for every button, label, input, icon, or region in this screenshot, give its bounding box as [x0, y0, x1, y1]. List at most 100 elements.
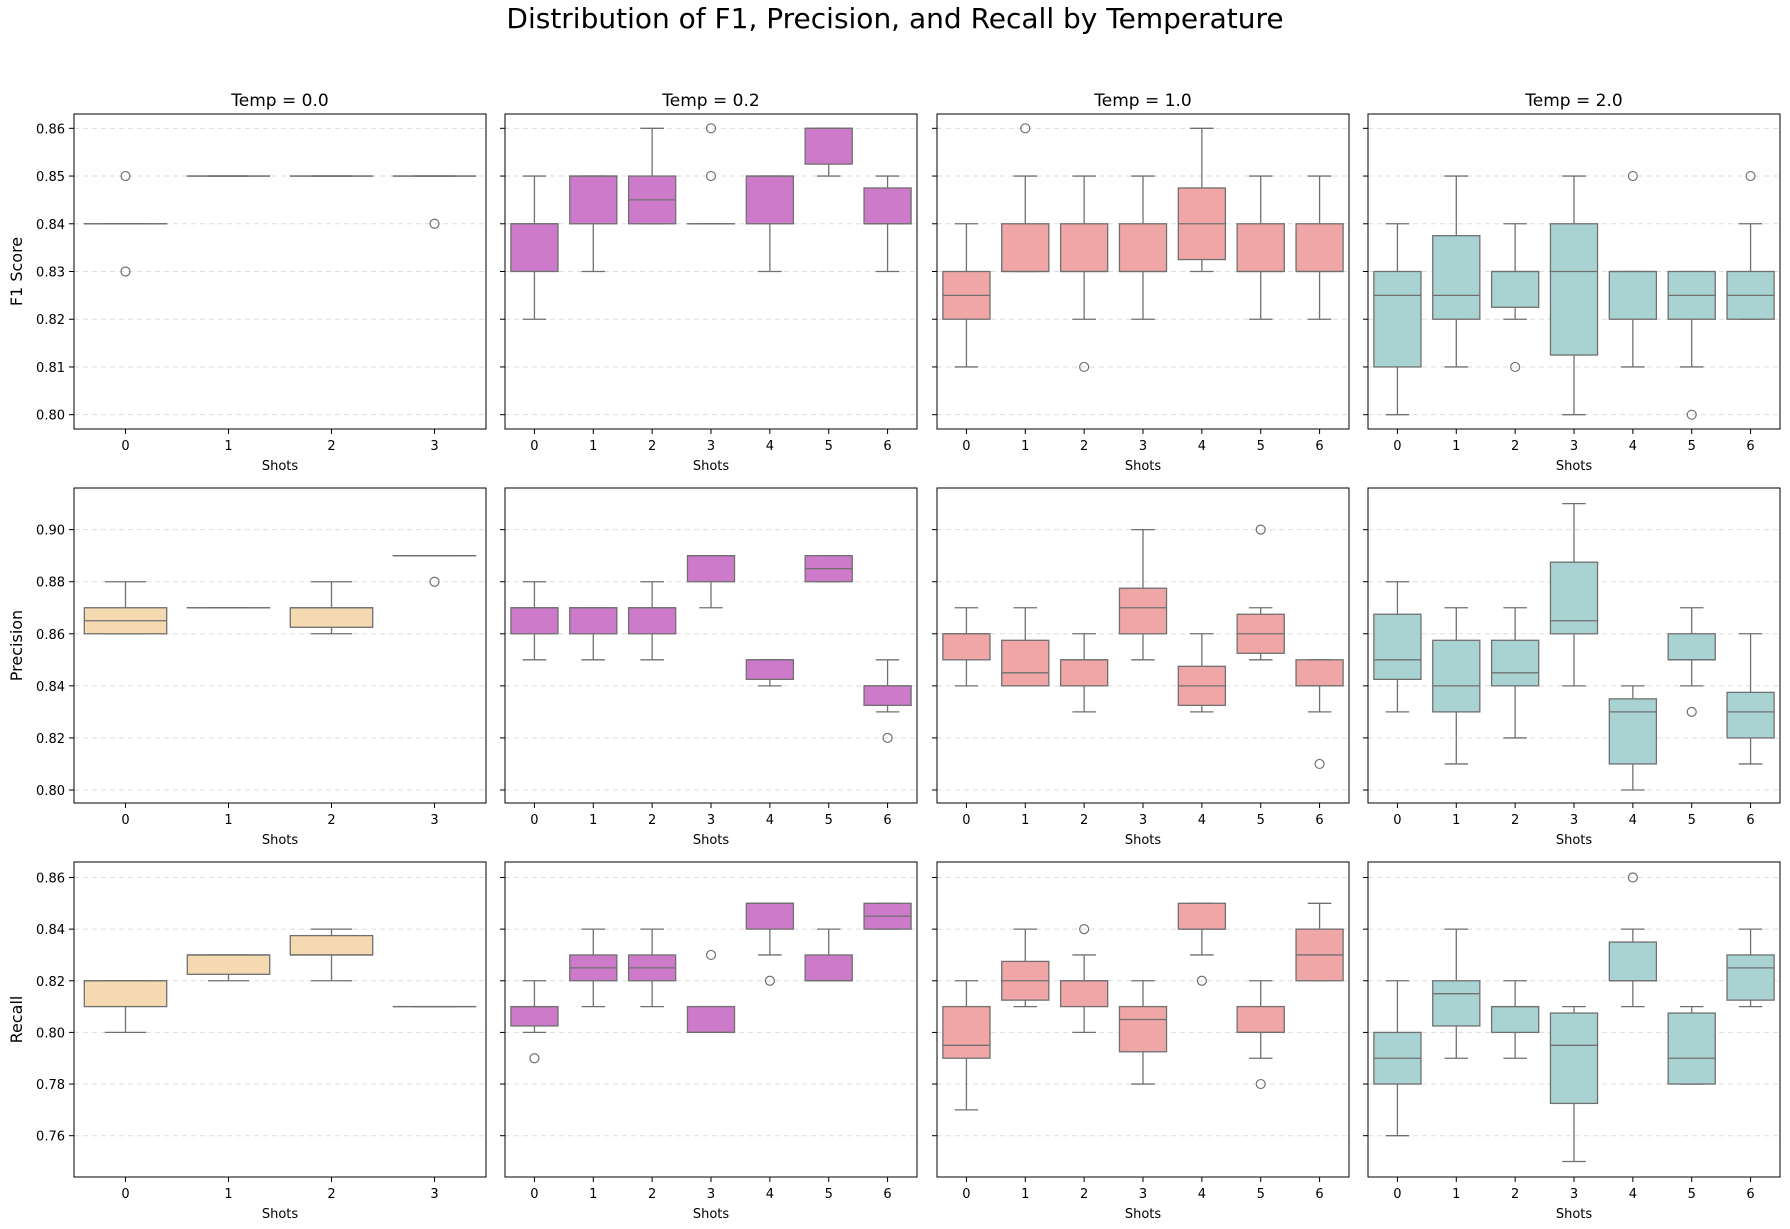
box — [686, 1005, 736, 1034]
subplot-precision-3: 0 1 2 3 4 5 6 Shots — [1363, 487, 1781, 848]
x-tick-label: 4 — [1198, 813, 1206, 828]
box — [1295, 659, 1344, 687]
x-tick-label: 1 — [1452, 1187, 1460, 1202]
subplot-title: Temp = 1.0 — [1093, 91, 1191, 111]
outlier-point — [1020, 123, 1031, 134]
box — [1608, 270, 1658, 320]
box — [1373, 613, 1422, 680]
x-tick-label: 5 — [1257, 813, 1265, 828]
box — [745, 175, 795, 225]
x-tick-label: 0 — [1393, 439, 1401, 454]
outlier-point — [1627, 872, 1638, 883]
x-tick-label: 5 — [1257, 439, 1265, 454]
x-tick-label: 2 — [1080, 439, 1088, 454]
y-tick-label: 0.85 — [36, 170, 65, 185]
axes-frame — [73, 487, 487, 804]
outlier-point — [1510, 361, 1521, 373]
x-tick-label: 1 — [1452, 439, 1460, 454]
box — [1608, 941, 1658, 982]
axes-frame — [1367, 487, 1781, 804]
subplot-precision-1: 0 1 2 3 4 5 6 Shots — [500, 487, 918, 848]
x-tick-label: 3 — [1139, 439, 1147, 454]
box — [1001, 639, 1050, 687]
outlier-point — [705, 170, 717, 182]
x-axis-label: Shots — [1125, 1207, 1162, 1222]
x-tick-label: 4 — [766, 1187, 774, 1202]
axes-frame — [504, 113, 918, 430]
subplot-precision-2: 0 1 2 3 4 5 6 Shots — [932, 487, 1350, 848]
y-tick-label: 0.90 — [36, 524, 65, 539]
x-tick-label: 3 — [1139, 1187, 1147, 1202]
x-tick-label: 0 — [1393, 1187, 1401, 1202]
x-tick-label: 2 — [648, 1187, 656, 1202]
x-tick-label: 4 — [1629, 813, 1637, 828]
box — [1059, 980, 1109, 1008]
x-tick-label: 2 — [1511, 439, 1519, 454]
x-tick-label: 3 — [1570, 439, 1578, 454]
subplot-title: Temp = 2.0 — [1524, 91, 1622, 111]
box — [1726, 954, 1775, 1001]
x-tick-label: 5 — [1257, 1187, 1265, 1202]
box — [686, 555, 736, 583]
outlier-point — [705, 949, 717, 961]
x-tick-label: 6 — [1746, 813, 1754, 828]
box — [1118, 1005, 1168, 1053]
x-axis-label: Shots — [1556, 1207, 1593, 1222]
x-tick-label: 3 — [1570, 1187, 1578, 1202]
subplot-f1-score-1: 0 1 2 3 4 5 6 Shots Temp = 0.2 — [500, 91, 918, 474]
subplot-precision-0: 0.80 0.82 0.84 0.86 0.88 0.90 0 1 2 3 Shots — [36, 487, 487, 848]
x-tick-label: 2 — [1511, 813, 1519, 828]
y-tick-label: 0.80 — [36, 409, 65, 424]
y-tick-label: 0.81 — [36, 361, 65, 376]
box — [569, 607, 618, 635]
x-tick-label: 3 — [430, 813, 438, 828]
box — [804, 954, 853, 982]
box — [1490, 1005, 1540, 1034]
x-tick-label: 3 — [430, 439, 438, 454]
box — [289, 607, 374, 628]
outlier-point — [1196, 975, 1207, 986]
axes-frame — [504, 487, 918, 804]
x-tick-label: 1 — [1021, 813, 1029, 828]
box — [1001, 223, 1050, 273]
box — [863, 187, 912, 225]
box — [1726, 691, 1775, 739]
x-axis-label: Shots — [1125, 833, 1162, 848]
x-tick-label: 3 — [707, 1187, 715, 1202]
subplot-recall-2: 0 1 2 3 4 5 6 Shots — [932, 861, 1350, 1222]
x-tick-label: 6 — [883, 439, 891, 454]
x-tick-label: 0 — [121, 1187, 129, 1202]
box — [745, 902, 795, 930]
outlier-point — [429, 576, 440, 587]
y-tick-label: 0.82 — [36, 732, 65, 747]
x-tick-label: 2 — [1080, 1187, 1088, 1202]
x-tick-label: 2 — [1080, 813, 1088, 828]
x-tick-label: 6 — [1746, 1187, 1754, 1202]
x-tick-label: 3 — [707, 439, 715, 454]
box — [186, 954, 271, 975]
axes-frame — [1367, 113, 1781, 430]
x-tick-label: 0 — [121, 813, 129, 828]
box — [1295, 223, 1344, 273]
figure-title: Distribution of F1, Precision, and Recal… — [506, 2, 1284, 35]
box — [510, 223, 559, 273]
outlier-point — [1745, 170, 1756, 182]
box — [1432, 639, 1481, 713]
x-tick-label: 5 — [825, 439, 833, 454]
x-axis-label: Shots — [262, 833, 299, 848]
x-tick-label: 0 — [1393, 813, 1401, 828]
box — [1236, 1005, 1285, 1034]
box — [1549, 561, 1599, 635]
y-tick-label: 0.80 — [36, 1026, 65, 1041]
subplot-f1-score-2: 0 1 2 3 4 5 6 Shots Temp = 1.0 — [932, 91, 1350, 474]
outlier-point — [529, 1053, 540, 1064]
outlier-point — [1627, 170, 1638, 182]
box — [1118, 587, 1168, 635]
axes-frame — [504, 861, 918, 1178]
y-axis-label: F1 Score — [7, 237, 26, 306]
y-tick-label: 0.84 — [36, 218, 65, 233]
x-tick-label: 5 — [825, 1187, 833, 1202]
subplot-recall-0: 0.76 0.78 0.80 0.82 0.84 0.86 0 1 2 3 Shots — [36, 861, 487, 1222]
box — [745, 659, 795, 680]
